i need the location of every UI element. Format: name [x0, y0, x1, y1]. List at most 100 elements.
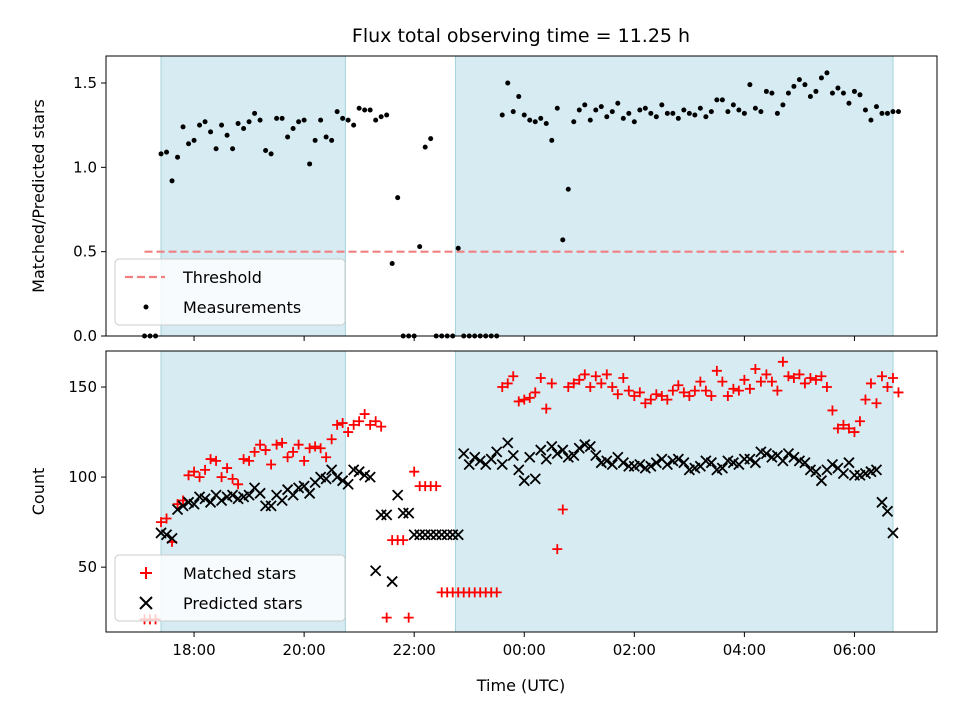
matched-star-point: [733, 385, 744, 396]
measurement-point: [615, 100, 621, 106]
measurement-point: [180, 124, 186, 130]
matched-star-point: [161, 513, 172, 524]
measurement-point: [208, 129, 214, 135]
predicted-star-point: [799, 457, 811, 469]
predicted-star-point: [320, 473, 332, 485]
matched-star-point: [370, 416, 381, 427]
measurement-point: [571, 119, 577, 125]
measurement-point: [290, 126, 296, 132]
matched-star-point: [376, 421, 387, 432]
measurement-point: [395, 195, 401, 201]
measurement-point: [197, 122, 203, 128]
predicted-star-point: [265, 500, 277, 512]
measurement-point: [307, 161, 313, 167]
predicted-star-point: [298, 480, 310, 492]
predicted-star-point: [276, 494, 288, 507]
top-legend-box: [114, 258, 346, 326]
matched-star-point: [651, 389, 662, 400]
predicted-stars-points: [155, 437, 899, 588]
predicted-star-point: [810, 466, 822, 478]
matched-star-point: [838, 419, 849, 430]
predicted-star-point: [518, 475, 530, 487]
predicted-star-point: [375, 509, 387, 521]
matched-star-point: [343, 427, 354, 438]
observing-windows: [160, 55, 894, 337]
measurement-point: [274, 115, 280, 121]
matched-star-point: [535, 373, 546, 384]
matched-legend-swatch: [140, 567, 152, 579]
matched-star-point: [832, 423, 843, 434]
predicted-star-point: [370, 565, 382, 577]
predicted-star-point: [590, 449, 602, 462]
predicted-legend-swatch: [139, 596, 153, 610]
predicted-star-point: [226, 489, 239, 501]
matched-star-point: [585, 382, 596, 393]
predicted-star-point: [650, 457, 662, 469]
measurement-point: [296, 119, 302, 125]
measurement-point: [796, 77, 802, 83]
predicted-star-point: [166, 532, 178, 544]
predicted-star-point: [469, 451, 481, 463]
matched-star-point: [491, 587, 502, 598]
predicted-star-point: [876, 496, 888, 508]
predicted-star-point: [188, 498, 200, 510]
matched-star-point: [673, 380, 684, 391]
matched-star-point: [689, 385, 700, 396]
x-tick-label: 04:00: [723, 641, 766, 659]
measurement-point: [692, 112, 698, 118]
measurement-point: [829, 90, 835, 96]
matched-star-point: [876, 371, 887, 382]
measurement-point: [340, 115, 346, 121]
predicted-star-point: [634, 458, 646, 471]
matched-star-point: [321, 452, 332, 463]
predicted-star-point: [540, 453, 552, 465]
matched-star-point: [227, 473, 238, 484]
y-tick-label: 100: [68, 468, 97, 486]
measurement-point: [758, 109, 764, 115]
predicted-star-point: [601, 455, 613, 467]
measurement-point: [455, 245, 461, 251]
matched-star-point: [546, 378, 557, 389]
y-tick-label: 0.5: [73, 243, 97, 261]
measurement-point: [670, 110, 676, 116]
measurement-point: [230, 146, 236, 152]
measurement-point: [538, 115, 544, 121]
matched-star-point: [255, 439, 266, 450]
predicted-star-point: [386, 575, 398, 588]
matched-star-point: [656, 391, 667, 402]
predicted-star-point: [414, 529, 426, 541]
predicted-star-point: [381, 509, 393, 521]
matched-star-point: [728, 383, 739, 394]
predicted-star-point: [441, 529, 453, 541]
matched-star-point: [744, 383, 755, 394]
predicted-star-point: [716, 462, 729, 474]
matched-star-point: [365, 419, 376, 430]
predicted-star-point: [364, 471, 376, 483]
measurement-point: [741, 110, 747, 116]
matched-star-point: [590, 371, 601, 382]
measurement-point: [714, 97, 720, 103]
measurement-point: [169, 178, 175, 184]
matched-star-point: [739, 374, 750, 385]
threshold-legend-label: Threshold: [182, 268, 262, 287]
predicted-star-point: [777, 455, 789, 467]
measurement-point: [510, 109, 516, 115]
matched-star-point: [887, 373, 898, 384]
predicted-star-point: [843, 457, 855, 469]
measurement-point: [263, 147, 269, 153]
predicted-star-point: [331, 471, 343, 483]
measurement-point: [422, 144, 428, 150]
predicted-star-point: [606, 458, 618, 471]
predicted-star-point: [353, 466, 365, 478]
predicted-star-point: [337, 475, 349, 487]
measurement-point: [791, 83, 797, 89]
matched-star-point: [524, 392, 535, 403]
matched-star-point: [662, 394, 673, 405]
measurement-point: [252, 110, 258, 116]
predicted-star-point: [430, 529, 442, 541]
predicted-star-point: [870, 464, 883, 476]
measurement-point: [378, 114, 384, 120]
measurement-point: [158, 151, 164, 157]
measurement-point: [703, 114, 709, 120]
top-panel: 0.0 0.5 1.0 1.5 Matched/Predicted stars Thr…: [29, 55, 938, 345]
